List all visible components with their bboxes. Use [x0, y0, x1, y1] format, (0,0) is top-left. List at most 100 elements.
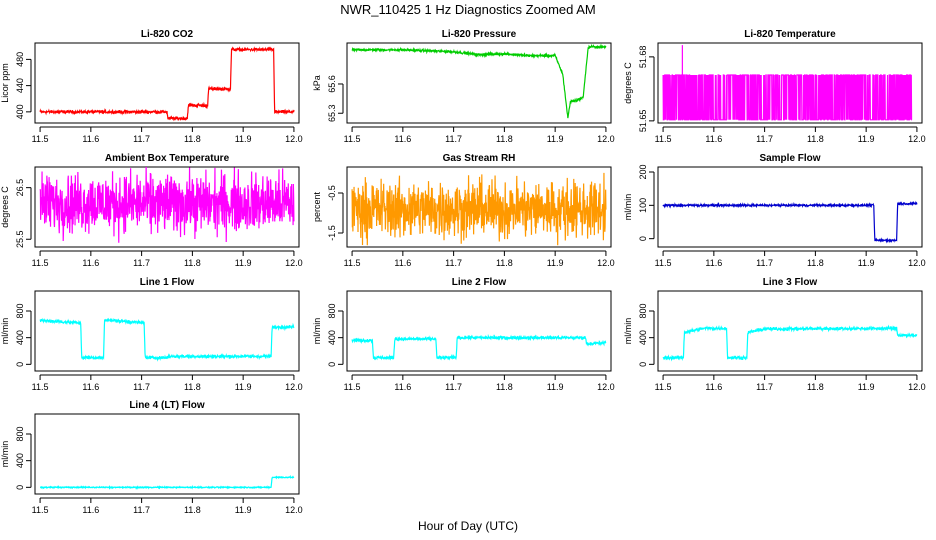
y-tick-label: 400	[15, 104, 25, 119]
panels-group: Li-820 CO2 11.5 11.6 11.7 11.8 11.9 12.0 400 440…	[0, 29, 926, 515]
y-tick-label: 800	[15, 303, 25, 318]
panel-title: Line 4 (LT) Flow	[129, 400, 205, 411]
y-axis-label: ml/min	[623, 194, 633, 221]
x-tick-label: 11.9	[235, 134, 252, 144]
panel-line3: Line 3 Flow 11.5 11.6 11.7 11.8 11.9 12.0 0 400 8…	[623, 277, 926, 392]
x-tick-label: 11.5	[655, 134, 672, 144]
plot-frame	[34, 166, 300, 248]
x-tick-label: 11.5	[32, 258, 49, 268]
panel-title: Li-820 Temperature	[744, 29, 836, 40]
x-tick-label: 11.8	[184, 505, 201, 515]
plot-frame	[657, 42, 923, 124]
plot-frame	[34, 290, 300, 372]
x-axis: 11.5 11.6 11.7 11.8 11.9 12.0	[344, 126, 615, 144]
x-tick-label: 11.7	[756, 382, 773, 392]
x-tick-label: 11.6	[82, 134, 99, 144]
panel-title: Line 1 Flow	[140, 277, 195, 288]
x-tick-label: 11.9	[858, 258, 875, 268]
figure-xlabel: Hour of Day (UTC)	[418, 519, 518, 533]
y-axis: 0 400 800	[15, 303, 32, 367]
x-tick-label: 11.8	[184, 134, 201, 144]
x-axis: 11.5 11.6 11.7 11.8 11.9 12.0	[655, 250, 926, 268]
y-tick-label: -1.5	[327, 225, 337, 241]
plot-frame	[346, 290, 612, 372]
x-tick-label: 11.5	[655, 382, 672, 392]
panel-licor-temp: Li-820 Temperature 11.5 11.6 11.7 11.8 11.9 12…	[623, 29, 926, 144]
x-tick-label: 11.7	[133, 382, 150, 392]
panel-sample-flow: Sample Flow 11.5 11.6 11.7 11.8 11.9 12.0 0 100 2…	[623, 153, 926, 268]
y-tick-label: 800	[15, 426, 25, 441]
x-axis: 11.5 11.6 11.7 11.8 11.9 12.0	[32, 250, 303, 268]
x-axis: 11.5 11.6 11.7 11.8 11.9 12.0	[655, 126, 926, 144]
x-tick-label: 11.6	[82, 382, 99, 392]
x-tick-label: 11.9	[547, 134, 564, 144]
y-tick-label: 400	[15, 330, 25, 345]
y-axis: 51.65 51.68	[638, 46, 655, 133]
panel-line1: Line 1 Flow 11.5 11.6 11.7 11.8 11.9 12.0 0 400 8…	[0, 277, 303, 392]
plot-frame	[657, 290, 923, 372]
x-tick-label: 11.7	[133, 258, 150, 268]
y-axis-label: kPa	[312, 75, 322, 91]
x-tick-label: 11.7	[133, 134, 150, 144]
y-tick-label: 800	[327, 303, 337, 318]
x-tick-label: 11.9	[235, 258, 252, 268]
panel-line2: Line 2 Flow 11.5 11.6 11.7 11.8 11.9 12.0 0 400 8…	[312, 277, 615, 392]
x-tick-label: 11.6	[705, 134, 722, 144]
x-tick-label: 11.9	[547, 382, 564, 392]
y-axis: -1.5 -0.5	[327, 185, 344, 241]
y-tick-label: 51.65	[638, 110, 648, 133]
x-axis: 11.5 11.6 11.7 11.8 11.9 12.0	[344, 374, 615, 392]
x-tick-label: 11.7	[445, 134, 462, 144]
panel-line4: Line 4 (LT) Flow 11.5 11.6 11.7 11.8 11.9 12.0…	[0, 400, 303, 515]
series-line	[662, 200, 918, 244]
x-tick-label: 11.9	[235, 382, 252, 392]
plot-frame	[34, 42, 300, 124]
plot-frame	[34, 413, 300, 495]
y-axis-label: ml/min	[312, 318, 322, 345]
y-tick-label: 65.3	[327, 104, 337, 122]
y-tick-label: 0	[638, 236, 648, 241]
x-tick-label: 11.8	[807, 382, 824, 392]
y-axis-label: Licor ppm	[0, 63, 10, 103]
x-tick-label: 11.8	[496, 382, 513, 392]
y-axis-label: ml/min	[0, 318, 10, 345]
y-axis-label: degrees C	[623, 62, 633, 104]
x-tick-label: 11.9	[858, 134, 875, 144]
y-tick-label: 51.68	[638, 46, 648, 69]
y-axis-label: ml/min	[623, 318, 633, 345]
y-tick-label: 65.6	[327, 75, 337, 93]
y-tick-label: 0	[638, 362, 648, 367]
y-axis: 0 100 200	[638, 164, 655, 241]
x-axis: 11.5 11.6 11.7 11.8 11.9 12.0	[32, 126, 303, 144]
x-tick-label: 12.0	[597, 382, 615, 392]
panel-title: Sample Flow	[759, 153, 820, 164]
x-tick-label: 12.0	[285, 382, 303, 392]
y-tick-label: -0.5	[327, 185, 337, 201]
y-axis: 0 400 800	[638, 303, 655, 367]
panel-rh: Gas Stream RH 11.5 11.6 11.7 11.8 11.9 12.0 -1.…	[312, 153, 615, 268]
y-tick-label: 25.5	[15, 230, 25, 248]
y-axis: 65.3 65.6	[327, 75, 344, 122]
x-tick-label: 11.5	[32, 382, 49, 392]
x-tick-label: 11.9	[235, 505, 252, 515]
x-tick-label: 11.6	[705, 382, 722, 392]
panel-title: Ambient Box Temperature	[105, 153, 230, 164]
x-tick-label: 11.8	[496, 134, 513, 144]
x-tick-label: 11.9	[547, 258, 564, 268]
figure-title: NWR_110425 1 Hz Diagnostics Zoomed AM	[340, 2, 596, 17]
series-line	[40, 474, 295, 490]
y-axis-label: percent	[312, 191, 322, 222]
x-axis: 11.5 11.6 11.7 11.8 11.9 12.0	[344, 250, 615, 268]
panel-co2: Li-820 CO2 11.5 11.6 11.7 11.8 11.9 12.0 400 440…	[0, 29, 303, 144]
series-line	[39, 317, 295, 362]
x-tick-label: 11.5	[655, 258, 672, 268]
panel-title: Line 2 Flow	[452, 277, 507, 288]
x-tick-label: 11.5	[32, 505, 49, 515]
x-tick-label: 11.5	[344, 134, 361, 144]
y-tick-label: 400	[327, 330, 337, 345]
x-tick-label: 12.0	[285, 258, 303, 268]
x-tick-label: 12.0	[597, 134, 615, 144]
x-tick-label: 11.5	[32, 134, 49, 144]
x-tick-label: 11.8	[496, 258, 513, 268]
